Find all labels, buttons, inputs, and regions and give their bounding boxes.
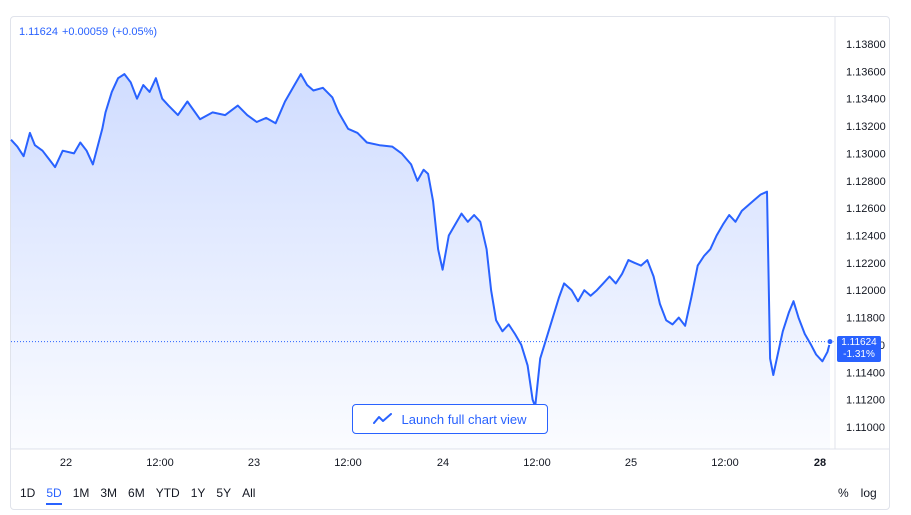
last-price-dot [826,338,834,346]
price-axis: 1.13800 1.13600 1.13400 1.13200 1.13000 1.128… [846,39,886,434]
price-tick-label: 1.11400 [846,367,885,379]
log-scale-toggle[interactable]: log [860,486,877,500]
price-change: +0.00059 [61,26,109,38]
time-tick-label: 23 [248,457,260,469]
time-tick-label: 25 [625,457,637,469]
launch-full-chart-label: Launch full chart view [401,411,527,427]
price-tick-label: 1.11000 [846,422,885,434]
price-area [11,74,830,449]
time-tick-label: 12:00 [523,457,551,469]
last-price-tag: 1.11624 -1.31% [837,336,881,362]
time-tick-label: 12:00 [146,457,174,469]
last-price-tag-percent: -1.31% [843,349,875,360]
price-tick-label: 1.13200 [846,121,886,133]
time-tick-label: 28 [814,457,826,469]
range-button-5y[interactable]: 5Y [216,486,232,500]
range-button-5d[interactable]: 5D [46,486,63,505]
price-tick-label: 1.11800 [846,313,885,325]
last-price: 1.11624 [19,26,58,38]
range-button-3m[interactable]: 3M [100,486,118,500]
last-price-tag-value: 1.11624 [841,337,877,348]
price-tick-label: 1.12200 [846,258,886,270]
price-tick-label: 1.13800 [846,39,886,51]
price-tick-label: 1.13000 [846,148,886,160]
price-tick-label: 1.12400 [846,231,886,243]
price-tick-label: 1.12000 [846,285,886,297]
range-button-all[interactable]: All [242,486,256,500]
price-line [10,73,831,408]
range-button-1m[interactable]: 1M [72,486,90,500]
time-tick-label: 22 [60,457,72,469]
time-tick-label: 12:00 [334,457,362,469]
range-button-6m[interactable]: 6M [128,486,145,500]
price-tick-label: 1.12600 [846,203,886,215]
range-selector: 1D 5D 1M 3M 6M YTD 1Y 5Y All [20,484,266,505]
range-button-1d[interactable]: 1D [20,486,36,500]
time-axis: 22 12:00 23 12:00 24 12:00 25 12:00 28 [60,457,826,469]
price-tick-label: 1.12800 [846,176,886,188]
price-change-percent: (+0.05%) [112,26,158,38]
price-header: 1.11624 +0.00059 (+0.05%) [19,26,161,38]
scale-tools: % log [838,484,877,502]
range-button-1y[interactable]: 1Y [190,486,206,500]
launch-full-chart-button[interactable]: Launch full chart view [352,404,548,434]
price-tick-label: 1.11200 [846,395,885,407]
price-tick-label: 1.13400 [846,94,886,106]
range-button-ytd[interactable]: YTD [155,486,180,500]
price-tick-label: 1.13600 [846,66,886,78]
percent-scale-toggle[interactable]: % [838,486,849,500]
time-tick-label: 12:00 [711,457,739,469]
time-tick-label: 24 [437,457,449,469]
trend-line-icon [373,413,393,424]
